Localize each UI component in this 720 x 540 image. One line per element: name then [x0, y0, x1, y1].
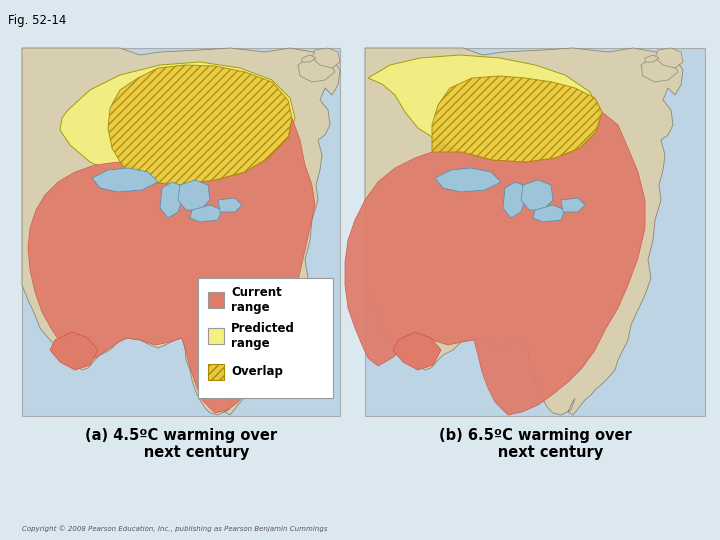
Polygon shape: [503, 182, 525, 218]
Polygon shape: [435, 168, 501, 192]
Polygon shape: [108, 65, 292, 185]
Polygon shape: [521, 180, 553, 210]
Text: Fig. 52-14: Fig. 52-14: [8, 14, 66, 27]
Text: Current
range: Current range: [231, 286, 282, 314]
Bar: [365, 48, 705, 416]
Polygon shape: [190, 205, 222, 222]
Bar: [208, 364, 224, 380]
Polygon shape: [561, 198, 585, 212]
Polygon shape: [178, 180, 210, 210]
Polygon shape: [655, 48, 683, 68]
Polygon shape: [645, 55, 659, 62]
Polygon shape: [393, 332, 441, 370]
Polygon shape: [533, 205, 565, 222]
Text: (a) 4.5ºC warming over
      next century: (a) 4.5ºC warming over next century: [85, 428, 277, 461]
Polygon shape: [218, 198, 242, 212]
Polygon shape: [368, 55, 600, 162]
Polygon shape: [365, 48, 683, 415]
Polygon shape: [28, 118, 315, 413]
Bar: [208, 292, 224, 308]
Text: Overlap: Overlap: [231, 366, 283, 379]
Polygon shape: [345, 112, 645, 415]
Polygon shape: [60, 62, 295, 185]
Polygon shape: [92, 168, 158, 192]
Bar: [208, 328, 224, 344]
Polygon shape: [312, 48, 340, 68]
Polygon shape: [298, 56, 335, 82]
Bar: [198, 278, 333, 398]
Text: (b) 6.5ºC warming over
      next century: (b) 6.5ºC warming over next century: [438, 428, 631, 461]
Polygon shape: [50, 332, 98, 370]
Polygon shape: [641, 56, 678, 82]
Polygon shape: [432, 76, 602, 162]
Text: Predicted
range: Predicted range: [231, 322, 295, 350]
Polygon shape: [302, 55, 316, 62]
Polygon shape: [160, 182, 182, 218]
Polygon shape: [22, 48, 340, 415]
Bar: [22, 48, 340, 416]
Text: Copyright © 2008 Pearson Education, Inc., publishing as Pearson Benjamin Cumming: Copyright © 2008 Pearson Education, Inc.…: [22, 525, 328, 532]
